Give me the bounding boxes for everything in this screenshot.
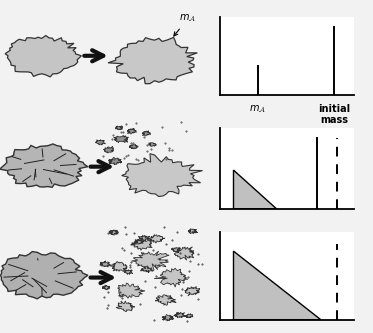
Polygon shape	[233, 251, 321, 320]
Text: $m_{\mathcal{A}}$: $m_{\mathcal{A}}$	[174, 13, 197, 36]
Polygon shape	[171, 247, 181, 252]
Polygon shape	[124, 270, 133, 274]
Polygon shape	[162, 314, 174, 321]
Polygon shape	[102, 285, 110, 290]
Polygon shape	[108, 157, 122, 165]
Polygon shape	[155, 295, 176, 305]
Polygon shape	[174, 312, 186, 318]
Polygon shape	[110, 261, 127, 271]
Polygon shape	[174, 247, 194, 260]
Polygon shape	[131, 238, 152, 250]
Polygon shape	[154, 268, 188, 287]
Polygon shape	[103, 146, 114, 153]
Polygon shape	[115, 126, 123, 130]
Polygon shape	[233, 170, 276, 209]
Polygon shape	[142, 131, 151, 136]
Polygon shape	[5, 36, 81, 77]
Text: $m_{\mathcal{A}}$: $m_{\mathcal{A}}$	[249, 104, 266, 115]
Polygon shape	[108, 37, 197, 84]
Polygon shape	[95, 140, 106, 145]
Polygon shape	[116, 301, 135, 312]
Polygon shape	[148, 234, 165, 243]
Polygon shape	[117, 283, 145, 298]
Polygon shape	[100, 261, 110, 267]
Polygon shape	[141, 266, 152, 273]
Text: initial
mass: initial mass	[318, 104, 350, 126]
Polygon shape	[127, 128, 137, 134]
Polygon shape	[109, 230, 119, 235]
Polygon shape	[134, 239, 144, 244]
Polygon shape	[0, 144, 88, 187]
Polygon shape	[129, 145, 138, 149]
Polygon shape	[184, 314, 193, 318]
Polygon shape	[148, 143, 157, 147]
Polygon shape	[188, 229, 198, 233]
Polygon shape	[132, 251, 169, 271]
Polygon shape	[138, 235, 150, 241]
Polygon shape	[114, 135, 129, 143]
Polygon shape	[122, 154, 203, 196]
Polygon shape	[0, 252, 88, 299]
Polygon shape	[185, 287, 200, 296]
